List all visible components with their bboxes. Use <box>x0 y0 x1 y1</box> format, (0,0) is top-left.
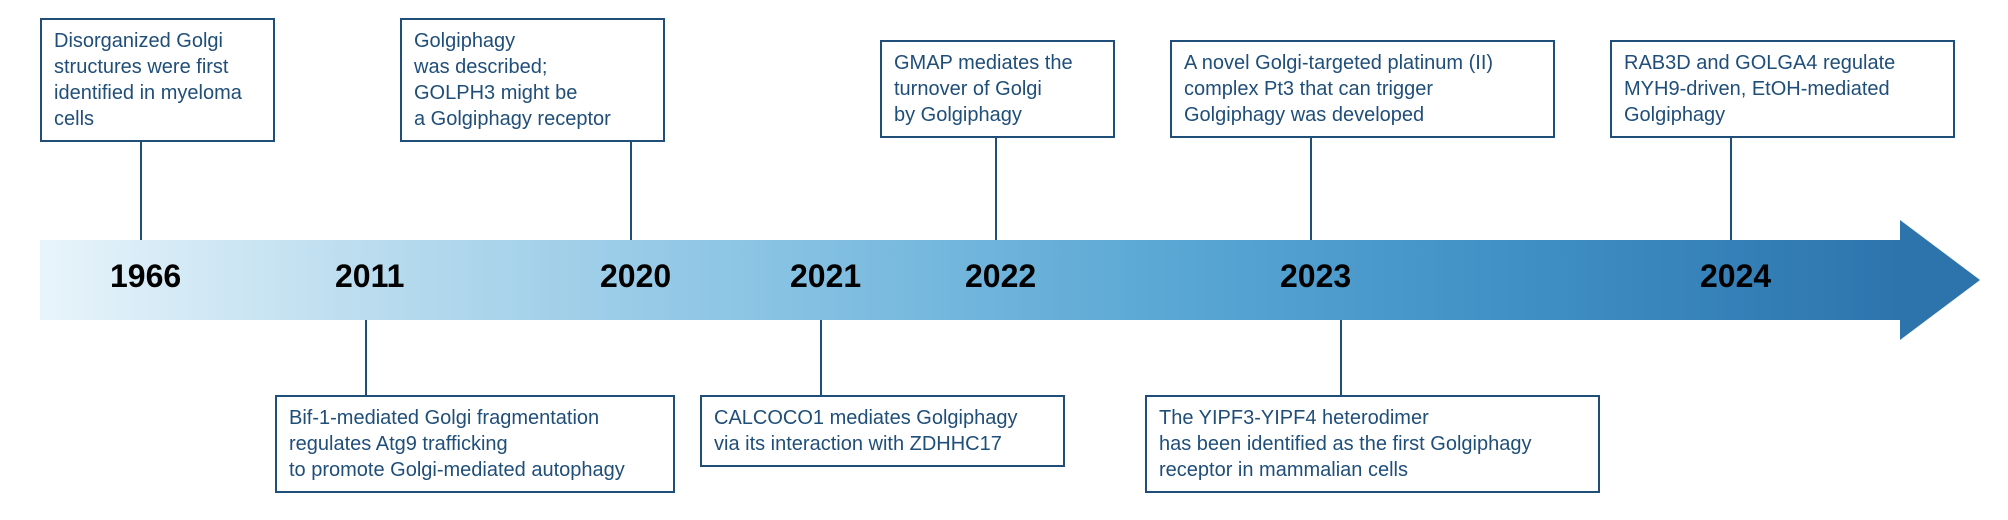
connector <box>820 320 822 395</box>
event-box: Golgiphagywas described;GOLPH3 might bea… <box>400 18 665 142</box>
year-label: 2020 <box>600 258 671 295</box>
event-box: Disorganized Golgistructures were firsti… <box>40 18 275 142</box>
connector <box>1340 320 1342 395</box>
year-label: 2024 <box>1700 258 1771 295</box>
event-box: The YIPF3-YIPF4 heterodimerhas been iden… <box>1145 395 1600 493</box>
connector <box>995 132 997 240</box>
event-box: A novel Golgi-targeted platinum (II)comp… <box>1170 40 1555 138</box>
connector <box>365 320 367 395</box>
year-label: 1966 <box>110 258 181 295</box>
connector <box>140 135 142 240</box>
event-box: RAB3D and GOLGA4 regulateMYH9-driven, Et… <box>1610 40 1955 138</box>
arrow-head-icon <box>1900 220 1980 340</box>
event-box: CALCOCO1 mediates Golgiphagyvia its inte… <box>700 395 1065 467</box>
connector <box>1730 132 1732 240</box>
connector <box>630 135 632 240</box>
event-box: GMAP mediates theturnover of Golgiby Gol… <box>880 40 1115 138</box>
connector <box>1310 132 1312 240</box>
year-label: 2021 <box>790 258 861 295</box>
event-box: Bif-1-mediated Golgi fragmentationregula… <box>275 395 675 493</box>
year-label: 2022 <box>965 258 1036 295</box>
year-label: 2023 <box>1280 258 1351 295</box>
year-label: 2011 <box>335 258 404 295</box>
